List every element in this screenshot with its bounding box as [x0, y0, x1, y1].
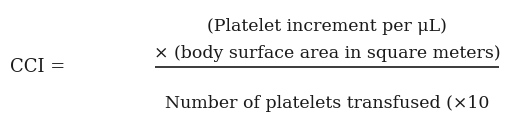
- Text: CCI =: CCI =: [10, 57, 65, 76]
- Text: Number of platelets transfused (×10: Number of platelets transfused (×10: [165, 95, 489, 112]
- Text: (Platelet increment per μL): (Platelet increment per μL): [207, 18, 447, 35]
- Text: × (body surface area in square meters): × (body surface area in square meters): [154, 45, 500, 62]
